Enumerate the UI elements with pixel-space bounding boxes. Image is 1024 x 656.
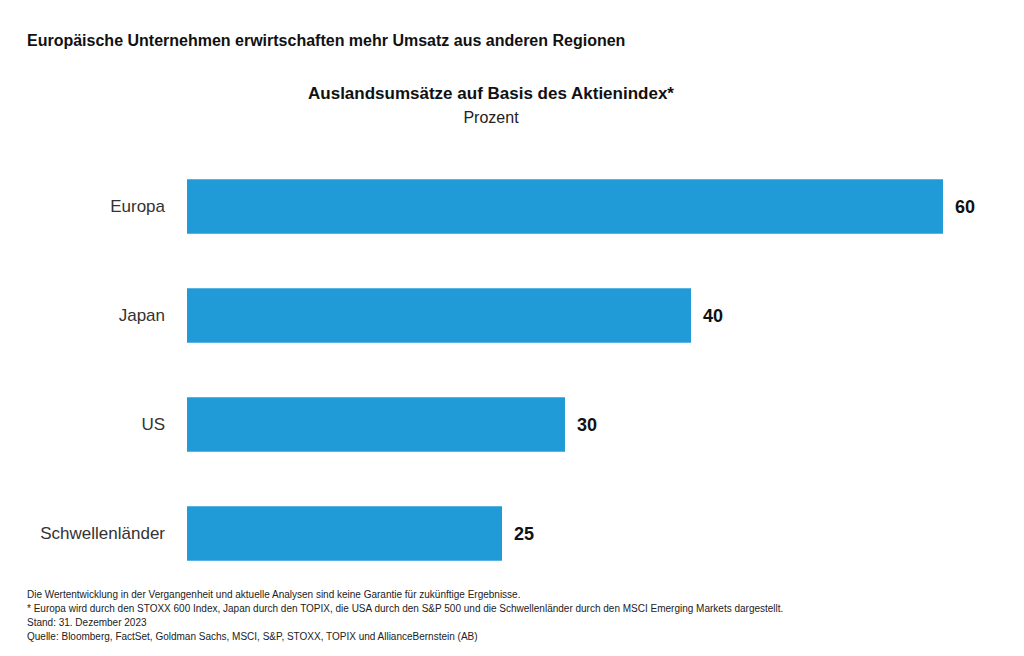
svg-text:40: 40	[703, 306, 723, 326]
svg-text:Die Wertentwicklung in der Ver: Die Wertentwicklung in der Vergangenheit…	[27, 589, 520, 600]
svg-text:US: US	[141, 415, 165, 434]
svg-text:Quelle: Bloomberg, FactSet, Go: Quelle: Bloomberg, FactSet, Goldman Sach…	[27, 631, 478, 642]
svg-text:30: 30	[577, 415, 597, 435]
svg-text:Schwellenländer: Schwellenländer	[40, 524, 165, 543]
svg-text:* Europa wird durch den STOXX: * Europa wird durch den STOXX 600 Index,…	[27, 603, 783, 614]
svg-text:25: 25	[514, 524, 534, 544]
svg-text:Auslandsumsätze auf Basis des: Auslandsumsätze auf Basis des Aktieninde…	[308, 84, 674, 103]
svg-text:Japan: Japan	[119, 306, 165, 325]
svg-text:Europa: Europa	[110, 197, 165, 216]
svg-text:Prozent: Prozent	[463, 109, 519, 126]
svg-text:60: 60	[955, 197, 975, 217]
svg-text:Europäische Unternehmen erwirt: Europäische Unternehmen erwirtschaften m…	[27, 32, 625, 49]
svg-text:Stand: 31. Dezember 2023: Stand: 31. Dezember 2023	[27, 617, 147, 628]
